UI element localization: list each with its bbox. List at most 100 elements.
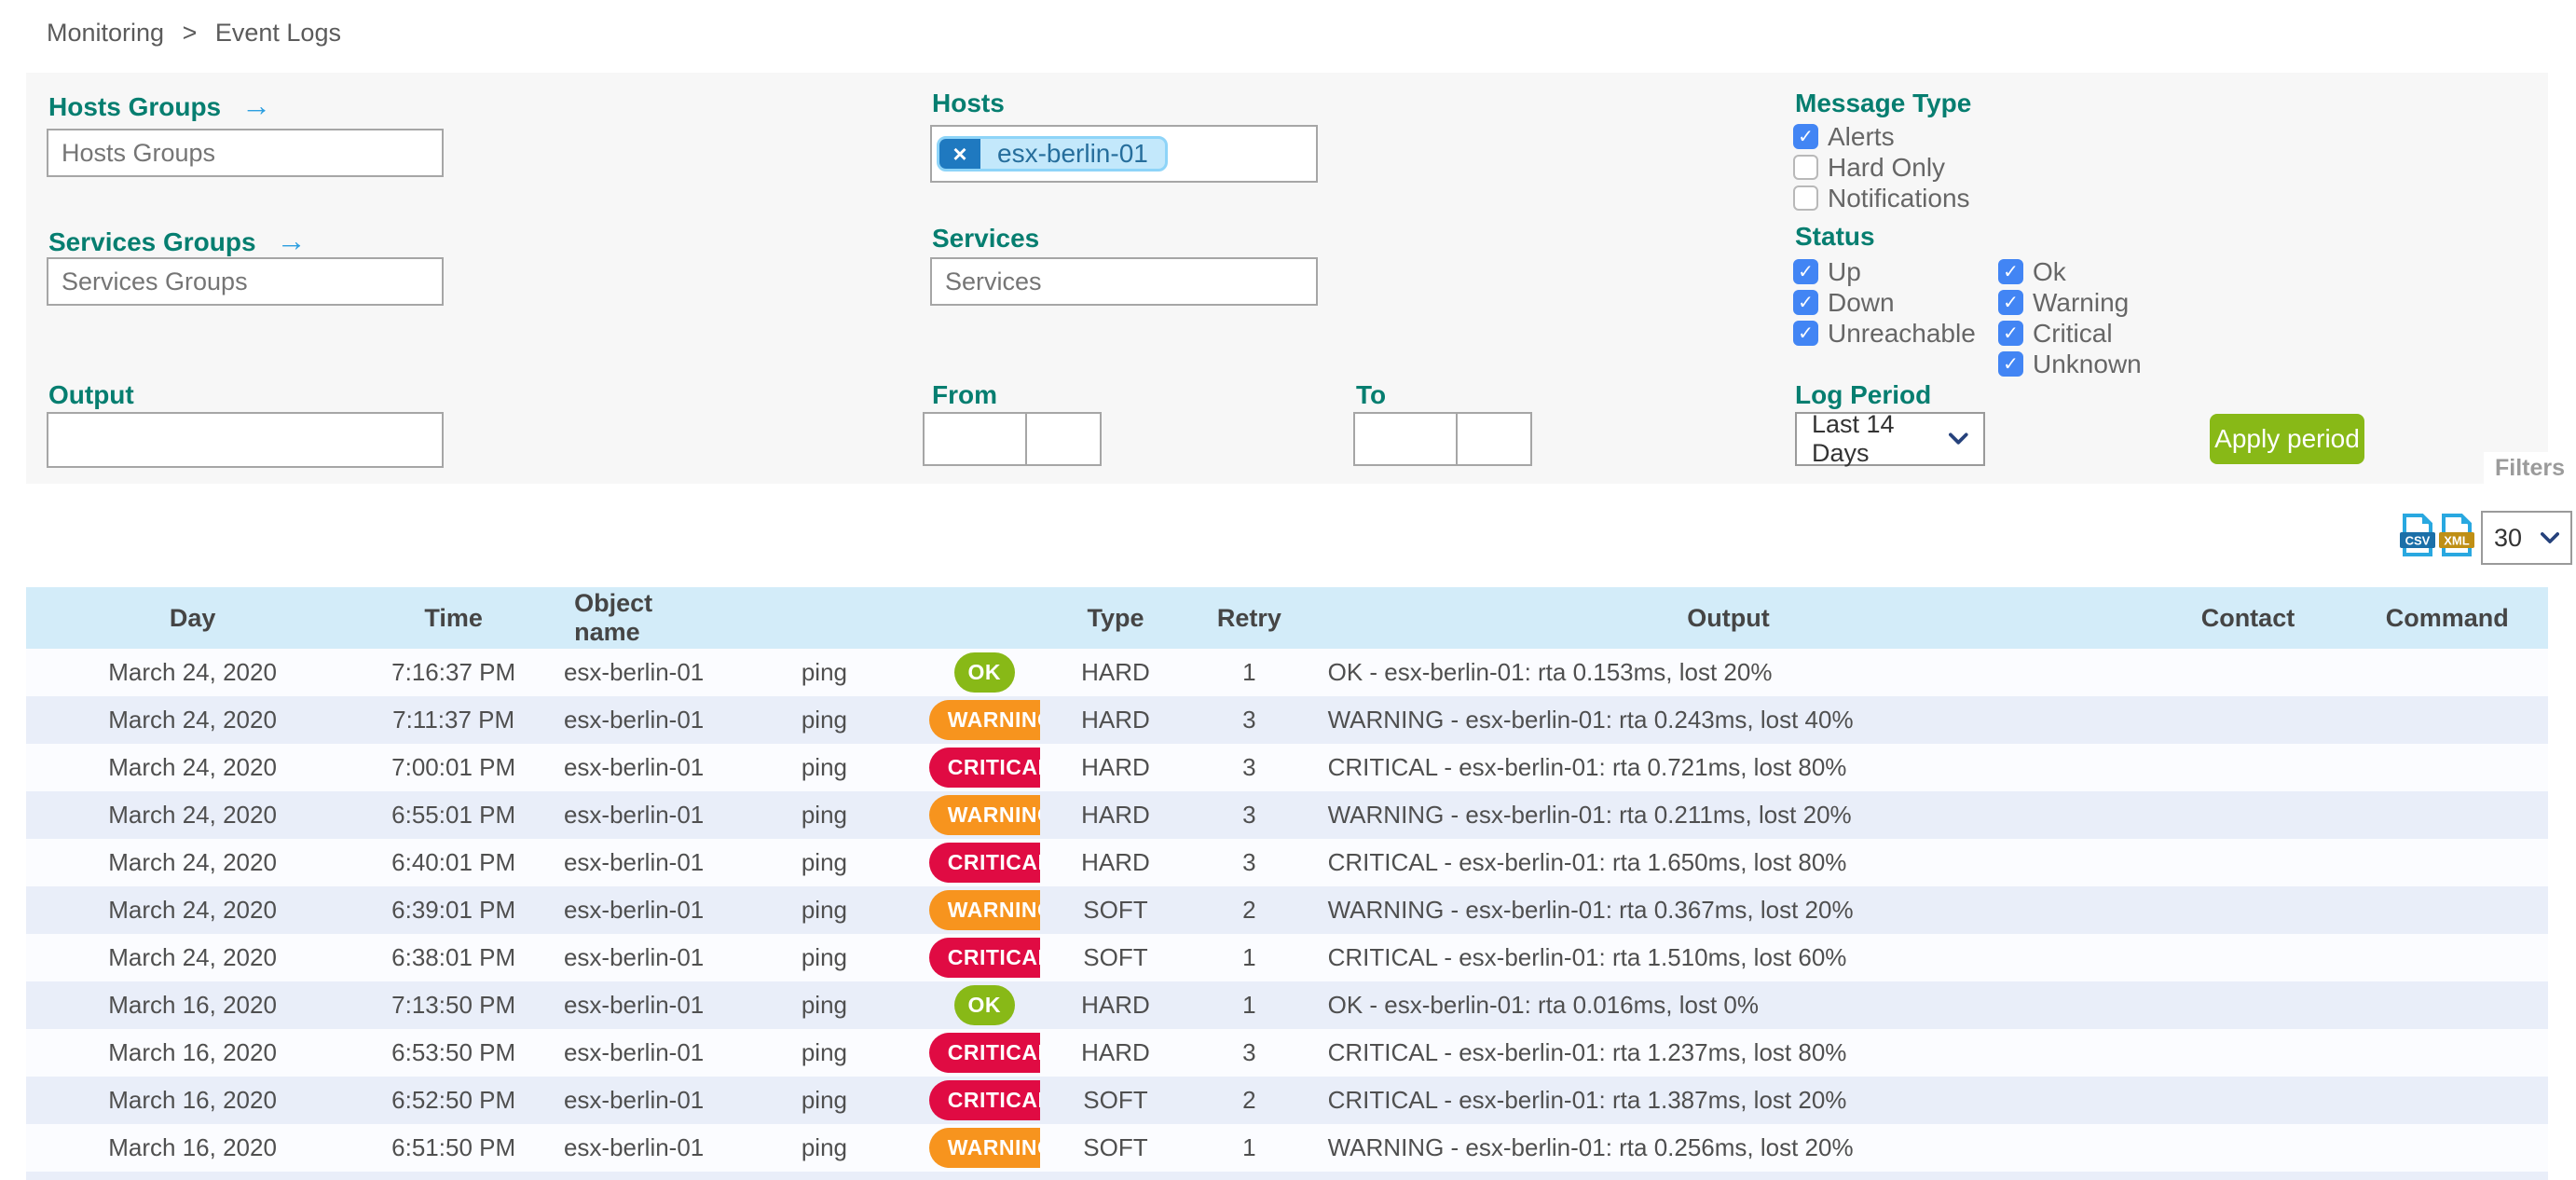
- status-badge: WARNING: [928, 890, 1040, 930]
- table-row[interactable]: March 24, 2020 6:55:01 PM esx-berlin-01 …: [26, 791, 2548, 839]
- cell-contact: [2149, 696, 2346, 744]
- table-row[interactable]: March 16, 2020 6:53:50 PM esx-berlin-01 …: [26, 1029, 2548, 1077]
- checkbox-alerts[interactable]: ✓ Alerts: [1793, 121, 1970, 152]
- cell-time: 6:39:01 PM: [391, 896, 516, 924]
- log-period-label: Log Period: [1795, 380, 1932, 409]
- checkbox-critical[interactable]: ✓ Critical: [1998, 318, 2142, 349]
- cell-object-name: esx-berlin-01: [563, 706, 705, 734]
- status-options-host: ✓ Up ✓ Down ✓ Unreachable: [1793, 256, 1976, 349]
- table-row[interactable]: March 24, 2020 7:00:01 PM esx-berlin-01 …: [26, 744, 2548, 791]
- table-row[interactable]: March 24, 2020 6:39:01 PM esx-berlin-01 …: [26, 886, 2548, 934]
- table-row[interactable]: March 16, 2020 7:13:50 PM esx-berlin-01 …: [26, 981, 2548, 1029]
- host-chip: × esx-berlin-01: [937, 136, 1168, 172]
- breadcrumb-separator: >: [182, 19, 198, 47]
- cell-command: [2346, 886, 2548, 934]
- cell-command: [2346, 1077, 2548, 1124]
- cell-day: March 16, 2020: [108, 991, 277, 1019]
- checkbox-down[interactable]: ✓ Down: [1793, 287, 1976, 318]
- arrow-right-icon[interactable]: →: [276, 224, 307, 257]
- checkbox-unreachable[interactable]: ✓ Unreachable: [1793, 318, 1976, 349]
- cell-day: March 24, 2020: [108, 706, 277, 734]
- page-size-select[interactable]: 30: [2481, 511, 2572, 565]
- cell-retry: 3: [1242, 801, 1256, 829]
- column-header: [719, 587, 929, 649]
- cell-object-name: esx-berlin-01: [563, 896, 705, 924]
- checkbox-icon[interactable]: [1793, 185, 1818, 211]
- column-header: Day: [26, 587, 360, 649]
- checkbox-ok[interactable]: ✓ Ok: [1998, 256, 2142, 287]
- chevron-down-icon: [2541, 531, 2559, 543]
- chip-remove-icon[interactable]: ×: [939, 139, 980, 169]
- cell-service: ping: [801, 753, 847, 781]
- log-period-select[interactable]: Last 14 Days: [1795, 410, 1985, 467]
- cell-contact: [2149, 1077, 2346, 1124]
- from-date-input[interactable]: [923, 412, 1027, 466]
- cell-service: ping: [801, 658, 847, 686]
- column-header: Object name: [548, 587, 720, 649]
- checkbox-icon[interactable]: [1793, 155, 1818, 180]
- checkbox-hard-only[interactable]: Hard Only: [1793, 152, 1970, 183]
- to-time-input[interactable]: [1456, 412, 1532, 466]
- checkbox-label: Up: [1828, 256, 1861, 286]
- filters-tab[interactable]: Filters: [2484, 452, 2576, 484]
- output-label: Output: [48, 380, 134, 409]
- arrow-right-icon[interactable]: →: [241, 89, 272, 122]
- table-row[interactable]: March 16, 2020 6:51:50 PM esx-berlin-01 …: [26, 1124, 2548, 1172]
- checkbox-warning[interactable]: ✓ Warning: [1998, 287, 2142, 318]
- hosts-groups-input[interactable]: [47, 129, 444, 177]
- cell-retry: 2: [1242, 1086, 1256, 1114]
- checkbox-label: Unreachable: [1828, 318, 1976, 348]
- breadcrumb: Monitoring > Event Logs: [47, 19, 352, 48]
- table-row[interactable]: March 24, 2020 7:11:37 PM esx-berlin-01 …: [26, 696, 2548, 744]
- to-date-input[interactable]: [1353, 412, 1458, 466]
- export-csv-icon[interactable]: CSV: [2400, 514, 2435, 556]
- checkbox-icon[interactable]: ✓: [1998, 321, 2023, 346]
- cell-output: OK - esx-berlin-01: rta 0.153ms, lost 20…: [1327, 658, 1773, 686]
- chip-label: esx-berlin-01: [997, 139, 1148, 168]
- services-groups-input[interactable]: [47, 257, 444, 306]
- cell-time: 6:51:50 PM: [391, 1133, 516, 1161]
- apply-period-button[interactable]: Apply period: [2210, 414, 2364, 464]
- from-time-input[interactable]: [1025, 412, 1102, 466]
- checkbox-icon[interactable]: ✓: [1998, 290, 2023, 315]
- checkbox-icon[interactable]: ✓: [1793, 321, 1818, 346]
- hosts-input[interactable]: × esx-berlin-01: [930, 125, 1318, 183]
- cell-contact: [2149, 791, 2346, 839]
- checkbox-up[interactable]: ✓ Up: [1793, 256, 1976, 287]
- cell-retry: 2: [1242, 896, 1256, 924]
- cell-day: March 24, 2020: [108, 848, 277, 876]
- status-badge: WARNING: [928, 700, 1040, 740]
- cell-contact: [2149, 886, 2346, 934]
- cell-status: WARNING: [928, 696, 1040, 744]
- cell-object-name: esx-berlin-01: [563, 1133, 705, 1161]
- table-row[interactable]: March 24, 2020 6:38:01 PM esx-berlin-01 …: [26, 934, 2548, 981]
- cell-contact: [2149, 1124, 2346, 1172]
- checkbox-icon[interactable]: ✓: [1793, 259, 1818, 284]
- table-body: March 24, 2020 7:16:37 PM esx-berlin-01 …: [26, 649, 2548, 1172]
- export-xml-icon[interactable]: XML: [2439, 514, 2474, 556]
- output-input[interactable]: [47, 412, 444, 468]
- column-header: Command: [2346, 587, 2548, 649]
- checkbox-notifications[interactable]: Notifications: [1793, 183, 1970, 213]
- cell-status: CRITICAL: [928, 1029, 1040, 1077]
- breadcrumb-monitoring[interactable]: Monitoring: [47, 19, 165, 47]
- checkbox-unknown[interactable]: ✓ Unknown: [1998, 349, 2142, 379]
- checkbox-icon[interactable]: ✓: [1998, 351, 2023, 377]
- cell-object-name: esx-berlin-01: [563, 753, 705, 781]
- cell-contact: [2149, 839, 2346, 886]
- checkbox-icon[interactable]: ✓: [1793, 124, 1818, 149]
- cell-type: HARD: [1081, 658, 1150, 686]
- checkbox-icon[interactable]: ✓: [1793, 290, 1818, 315]
- cell-type: SOFT: [1083, 896, 1148, 924]
- table-row[interactable]: March 24, 2020 7:16:37 PM esx-berlin-01 …: [26, 649, 2548, 696]
- services-input[interactable]: [930, 257, 1318, 306]
- cell-object-name: esx-berlin-01: [563, 991, 705, 1019]
- cell-day: March 16, 2020: [108, 1038, 277, 1066]
- table-row[interactable]: March 24, 2020 6:40:01 PM esx-berlin-01 …: [26, 839, 2548, 886]
- cell-output: WARNING - esx-berlin-01: rta 0.367ms, lo…: [1327, 896, 1854, 924]
- status-badge: OK: [953, 652, 1015, 693]
- cell-contact: [2149, 981, 2346, 1029]
- table-row[interactable]: March 16, 2020 6:52:50 PM esx-berlin-01 …: [26, 1077, 2548, 1124]
- checkbox-label: Notifications: [1828, 183, 1970, 213]
- checkbox-icon[interactable]: ✓: [1998, 259, 2023, 284]
